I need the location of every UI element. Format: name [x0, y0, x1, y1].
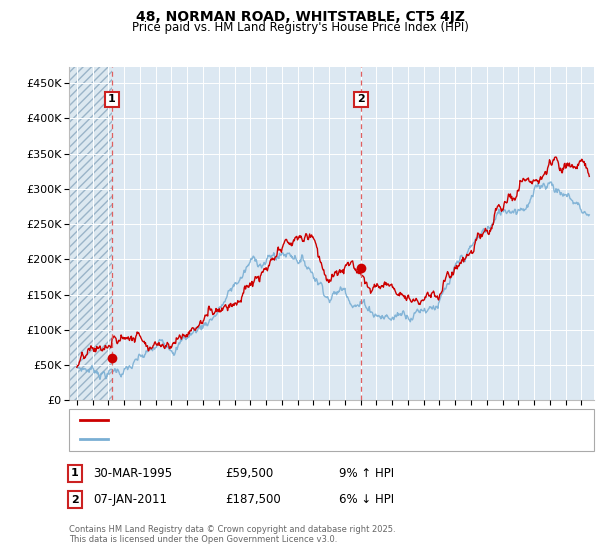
Text: 9% ↑ HPI: 9% ↑ HPI [339, 466, 394, 480]
Text: 48, NORMAN ROAD, WHITSTABLE, CT5 4JZ: 48, NORMAN ROAD, WHITSTABLE, CT5 4JZ [136, 10, 464, 24]
Bar [69, 67, 112, 400]
Text: 07-JAN-2011: 07-JAN-2011 [93, 493, 167, 506]
Text: Contains HM Land Registry data © Crown copyright and database right 2025.
This d: Contains HM Land Registry data © Crown c… [69, 525, 395, 544]
Text: 2: 2 [357, 94, 365, 104]
Text: £59,500: £59,500 [225, 466, 273, 480]
Text: 30-MAR-1995: 30-MAR-1995 [93, 466, 172, 480]
Text: 48, NORMAN ROAD, WHITSTABLE, CT5 4JZ (semi-detached house): 48, NORMAN ROAD, WHITSTABLE, CT5 4JZ (se… [114, 415, 457, 425]
Text: £187,500: £187,500 [225, 493, 281, 506]
Text: 1: 1 [108, 94, 116, 104]
Text: HPI: Average price, semi-detached house, Canterbury: HPI: Average price, semi-detached house,… [114, 435, 395, 445]
Text: 2: 2 [71, 494, 79, 505]
Text: 1: 1 [71, 468, 79, 478]
Text: Price paid vs. HM Land Registry's House Price Index (HPI): Price paid vs. HM Land Registry's House … [131, 21, 469, 34]
Text: 6% ↓ HPI: 6% ↓ HPI [339, 493, 394, 506]
